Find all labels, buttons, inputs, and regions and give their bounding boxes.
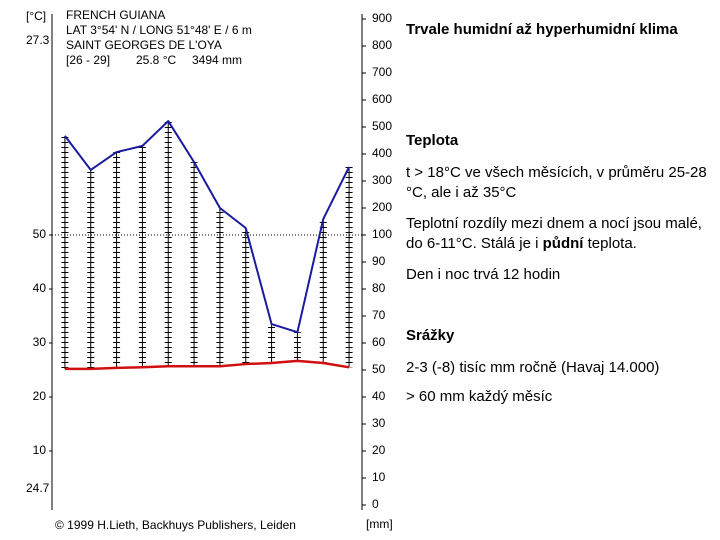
min-temp: 24.7 (26, 481, 50, 495)
y2-tick-label: 600 (372, 92, 392, 106)
paragraph: 2-3 (-8) tisíc mm ročně (Havaj 14.000) (406, 359, 660, 376)
humid-hatch-ticks (87, 169, 95, 369)
y2-tick-label: 40 (372, 389, 386, 403)
humid-hatch-ticks (345, 166, 353, 368)
humid-hatch-ticks (319, 219, 327, 363)
y2-tick-label: 60 (372, 335, 386, 349)
y2-tick-label: 70 (372, 308, 386, 322)
paragraph: > 60 mm každý měsíc (406, 388, 553, 405)
humid-hatch-ticks (242, 227, 250, 365)
temperature-line (64, 359, 350, 371)
precipitation-line (64, 120, 350, 334)
chart: [°C] 27.3 24.7 FRENCH GUIANA LAT 3°54' N… (26, 8, 393, 532)
y2-tick-label: 0 (372, 497, 379, 511)
mean-temp: 25.8 °C (136, 53, 176, 67)
y2-label: [mm] (366, 517, 393, 531)
max-temp: 27.3 (26, 33, 50, 47)
paragraph: Den i noc trvá 12 hodin (406, 266, 561, 283)
section-heading: Srážky (406, 327, 455, 344)
y2-tick-label: 400 (372, 146, 392, 160)
y2-tick-label: 800 (372, 38, 392, 52)
y2-tick-label: 200 (372, 200, 392, 214)
humid-hatch-ticks (268, 324, 276, 363)
y2-tick-label: 10 (372, 470, 386, 484)
source: © 1999 H.Lieth, Backhuys Publishers, Lei… (55, 518, 296, 532)
y2-tick-label: 700 (372, 65, 392, 79)
humid-hatch-ticks (61, 135, 69, 369)
chart-title: FRENCH GUIANA (66, 8, 165, 22)
humid-hatch-ticks (293, 332, 301, 361)
annual-precip: 3494 mm (192, 53, 242, 67)
humid-hatch-ticks (113, 152, 121, 368)
y2-tick-label: 30 (372, 416, 386, 430)
heading: Trvale humidní až hyperhumidní klima (406, 21, 678, 38)
text: půdní (542, 235, 584, 252)
y-label: [°C] (26, 9, 46, 23)
y2-tick-label: 20 (372, 443, 386, 457)
humid-hatch-ticks (164, 121, 172, 367)
text: teplota. (583, 235, 637, 252)
subtitle: SAINT GEORGES DE L'OYA (66, 38, 222, 52)
y-tick-label: 30 (33, 335, 47, 349)
y2-tick-label: 100 (372, 227, 392, 241)
paragraph: t > 18°C ve všech měsících, v průměru 25… (406, 164, 707, 201)
humid-hatch-ticks (216, 208, 224, 367)
y2-tick-label: 300 (372, 173, 392, 187)
record: [26 - 29] (66, 53, 110, 67)
section-heading: Teplota (406, 132, 459, 149)
y-tick-label: 20 (33, 389, 47, 403)
y2-tick-label: 80 (372, 281, 386, 295)
y2-tick-label: 50 (372, 362, 386, 376)
text: Teplotní rozdíly mezi dnem a nocí jsou m… (406, 215, 702, 252)
paragraph: Teplotní rozdíly mezi dnem a nocí jsou m… (406, 214, 718, 254)
y2-tick-label: 900 (372, 11, 392, 25)
y-tick-label: 50 (33, 227, 47, 241)
y-tick-label: 10 (33, 443, 47, 457)
y2-tick-label: 90 (372, 254, 386, 268)
y-tick-label: 40 (33, 281, 47, 295)
subtitle: LAT 3°54' N / LONG 51°48' E / 6 m (66, 23, 252, 37)
humid-hatch-ticks (190, 162, 198, 367)
humid-hatch-ticks (138, 145, 146, 368)
y2-tick-label: 500 (372, 119, 392, 133)
